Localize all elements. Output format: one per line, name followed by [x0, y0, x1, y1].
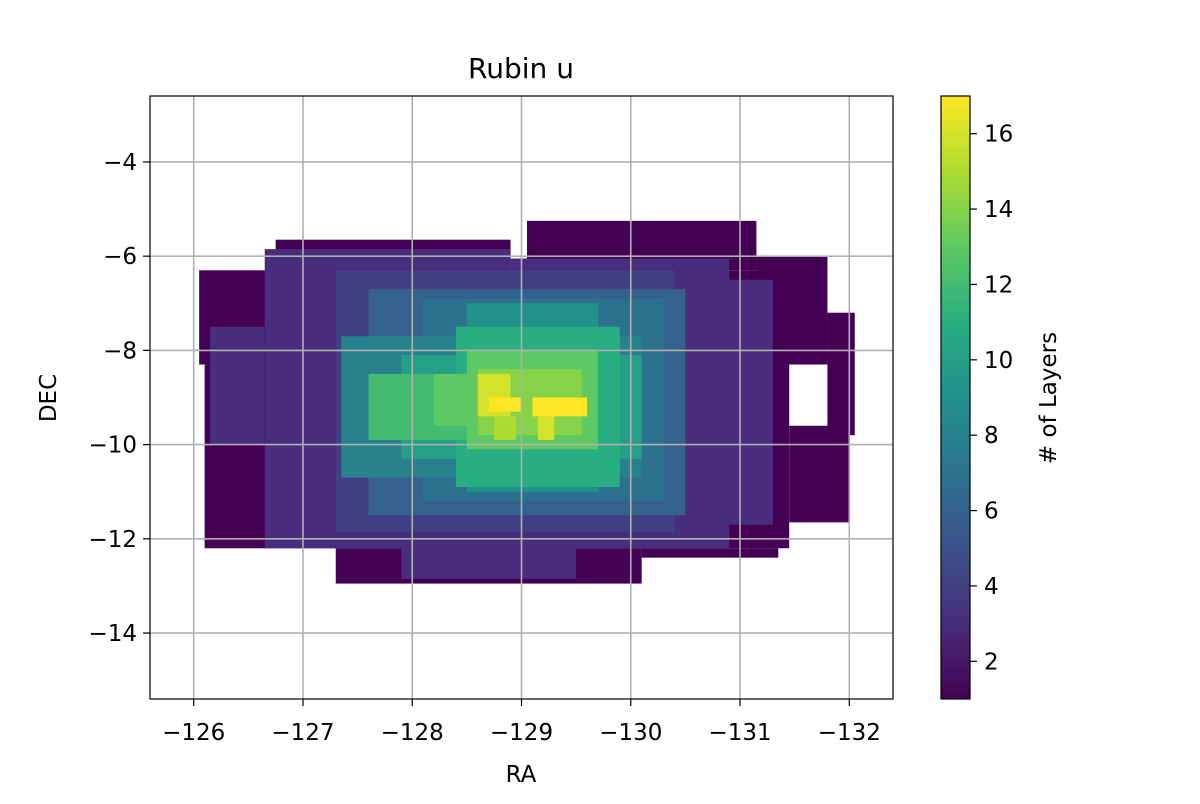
y-tick-label: −8 — [103, 338, 137, 364]
x-tick-label: −131 — [708, 720, 771, 746]
heatmap-cell — [789, 425, 850, 523]
heatmap-cell — [537, 416, 555, 440]
colorbar-tick-label: 10 — [984, 348, 1013, 374]
x-tick-label: −129 — [490, 720, 553, 746]
y-tick-label: −4 — [103, 150, 137, 176]
x-tick-label: −130 — [599, 720, 662, 746]
heatmap-cell — [729, 279, 773, 525]
heatmap-cell — [641, 548, 779, 558]
y-tick-label: −14 — [88, 621, 137, 647]
x-axis-ticks: −126 −127 −128 −129 −130 −131 −132 — [162, 699, 881, 746]
colorbar — [940, 95, 971, 700]
heatmap-cell — [827, 312, 855, 436]
x-axis-label: RA — [506, 762, 537, 788]
x-tick-label: −132 — [818, 720, 881, 746]
chart-title: Rubin u — [468, 52, 574, 85]
colorbar-tick-label: 16 — [984, 122, 1013, 148]
y-tick-label: −10 — [88, 433, 137, 459]
y-tick-label: −6 — [103, 244, 137, 270]
y-axis-ticks: −4 −6 −8 −10 −12 −14 — [88, 150, 150, 647]
colorbar-tick-label: 12 — [984, 272, 1013, 298]
heatmap-cell — [401, 548, 577, 579]
colorbar-tick-label: 8 — [984, 423, 999, 449]
y-tick-label: −12 — [88, 527, 137, 553]
colorbar-tick-label: 6 — [984, 499, 999, 525]
heatmap-cell — [210, 326, 265, 445]
colorbar-ticks: 2 4 6 8 10 12 14 16 — [970, 122, 1013, 675]
heatmap-cell — [532, 397, 588, 417]
colorbar-label: # of Layers — [1036, 332, 1062, 464]
y-axis-label: DEC — [36, 374, 62, 422]
heatmap-cell — [434, 373, 467, 426]
colorbar-tick-label: 4 — [984, 574, 999, 600]
heatmap-cell — [488, 397, 522, 412]
heatmap-cell — [494, 416, 517, 440]
grid-lines — [150, 96, 893, 699]
heatmap-cells — [199, 220, 855, 584]
x-tick-label: −128 — [381, 720, 444, 746]
colorbar-tick-label: 14 — [984, 197, 1013, 223]
x-tick-label: −127 — [271, 720, 334, 746]
colorbar-tick-label: 2 — [984, 649, 999, 675]
x-tick-label: −126 — [162, 720, 225, 746]
